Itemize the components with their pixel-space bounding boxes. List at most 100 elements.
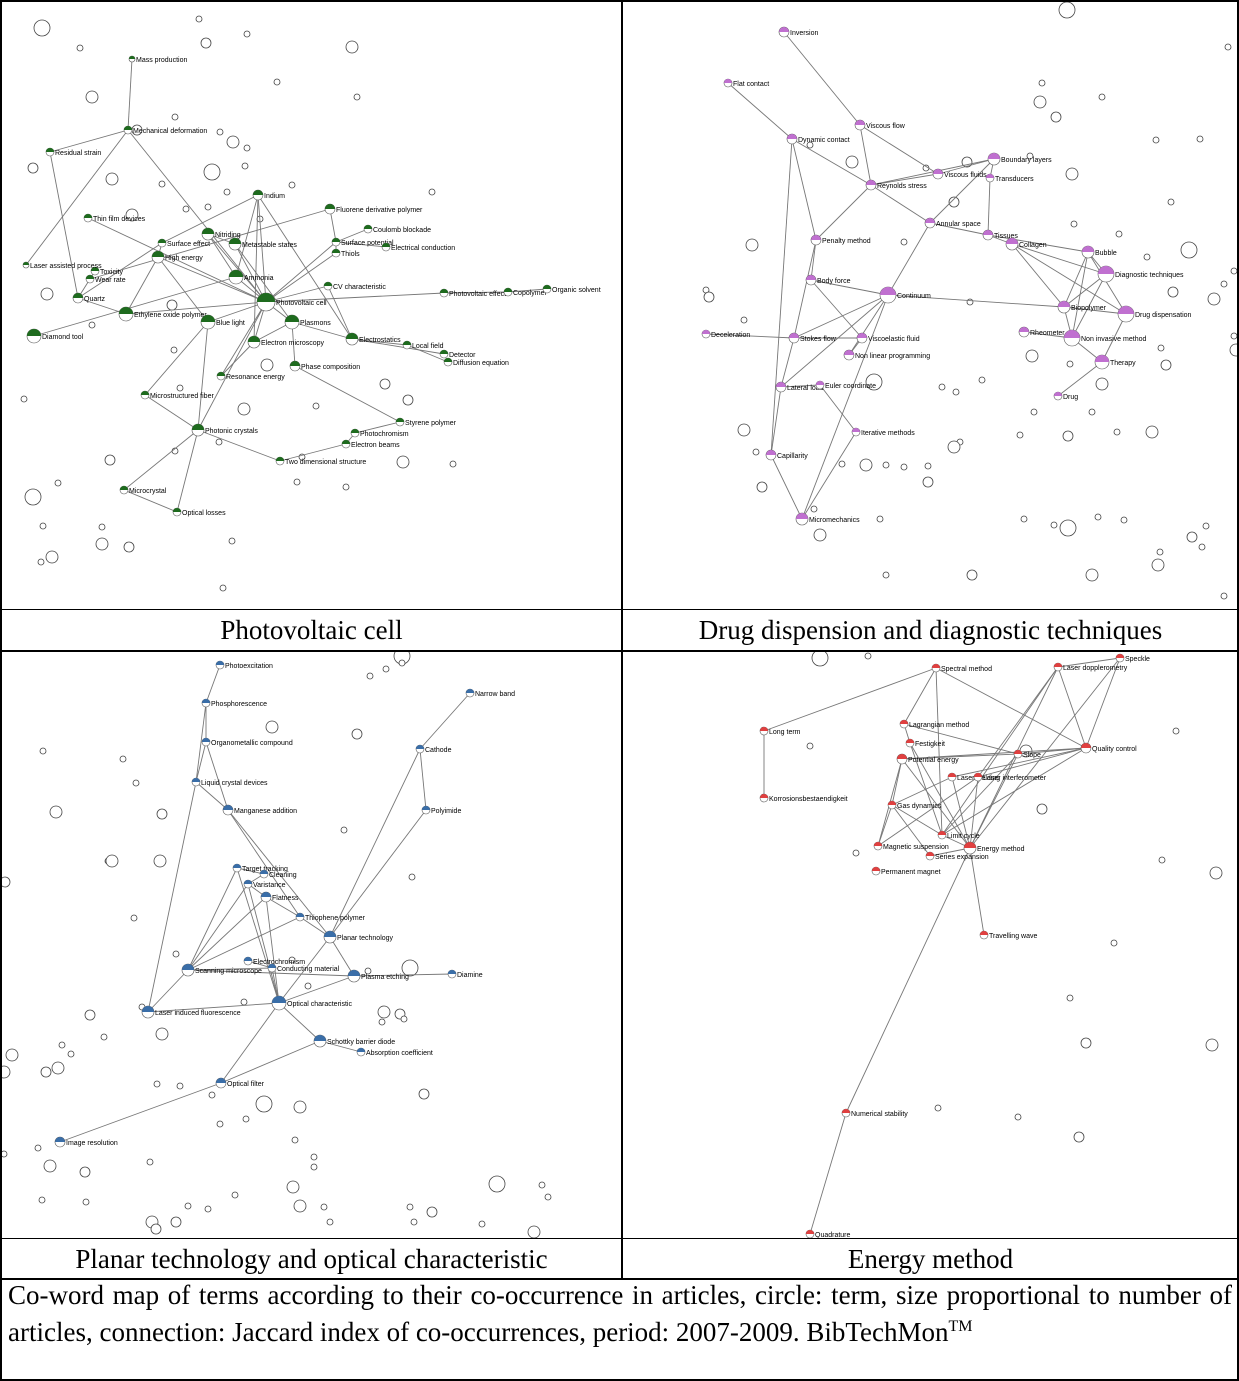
co-occurrence-edge <box>125 301 267 315</box>
term-label: Copolymer <box>513 290 548 297</box>
isolated-term-circle <box>88 321 96 329</box>
isolated-term-circle <box>1066 360 1074 368</box>
co-occurrence-edge <box>195 781 229 811</box>
isolated-term-circle <box>810 505 818 513</box>
isolated-term-circle <box>408 873 416 881</box>
co-occurrence-edge <box>278 1002 321 1042</box>
term-node: Organometallic compound <box>201 737 293 747</box>
co-occurrence-edge <box>33 276 237 337</box>
co-occurrence-edge <box>187 969 355 977</box>
co-occurrence-edge <box>49 129 129 153</box>
co-occurrence-edge <box>253 194 259 343</box>
term-node: Quadrature <box>805 1229 851 1238</box>
isolated-term-circle <box>288 181 296 189</box>
co-occurrence-edge <box>265 241 337 303</box>
term-node: Non invasive method <box>1063 329 1146 347</box>
term-node: Limit cycle <box>937 830 980 840</box>
term-node: Potential energy <box>896 753 959 765</box>
co-occurrence-edge <box>1057 361 1103 397</box>
term-label: Slope <box>1023 752 1041 759</box>
co-occurrence-edge <box>929 222 989 236</box>
term-label: Tissues <box>994 233 1018 240</box>
isolated-term-circle <box>320 1203 328 1211</box>
term-label: Spectral method <box>941 666 992 673</box>
co-occurrence-edge <box>901 758 971 849</box>
isolated-term-circle <box>153 1080 161 1088</box>
term-label: Fluorene derivative polymer <box>336 207 423 214</box>
isolated-term-circle <box>40 287 54 301</box>
co-occurrence-edge <box>848 294 889 356</box>
co-occurrence-edge <box>265 896 301 918</box>
term-node: Coulomb blockade <box>363 224 431 234</box>
isolated-term-circle <box>1050 521 1058 529</box>
term-node: Viscoelastic fluid <box>856 332 920 344</box>
isolated-term-circle <box>288 956 296 964</box>
isolated-term-circle <box>882 571 890 579</box>
isolated-term-circle <box>900 238 908 246</box>
co-occurrence-edge <box>329 809 427 938</box>
term-label: Phosphorescence <box>211 701 267 708</box>
term-node: Nitriding <box>201 227 241 241</box>
network-energy-method: Speckle Spectral method Laser dopplerometr… <box>759 652 1223 1238</box>
isolated-term-circle <box>538 1181 546 1189</box>
co-occurrence-edge <box>25 129 129 266</box>
isolated-term-circle <box>176 1082 184 1090</box>
term-label: Electrostatics <box>359 337 401 344</box>
term-label: Continuum <box>897 293 931 300</box>
isolated-term-circle <box>95 537 109 551</box>
term-node: Non linear programming <box>843 349 930 361</box>
co-occurrence-edge <box>278 936 331 1004</box>
co-occurrence-edge <box>819 384 857 433</box>
term-label: Cathode <box>425 747 452 754</box>
term-label: Optical characteristic <box>287 1001 352 1008</box>
term-node: Electron beams <box>341 439 400 449</box>
isolated-term-circle <box>98 523 106 531</box>
term-node: Numerical stability <box>841 1108 908 1118</box>
isolated-term-circle <box>876 515 884 523</box>
term-label: Blue light <box>216 320 245 327</box>
isolated-term-circle <box>326 1218 334 1226</box>
term-node: Micromechanics <box>795 512 860 526</box>
term-node: Thiols <box>331 248 360 258</box>
term-label: Varistance <box>253 882 286 889</box>
co-occurrence-edge <box>265 896 280 1004</box>
term-node: Capillarity <box>765 449 808 461</box>
isolated-term-circle <box>1020 515 1028 523</box>
isolated-term-circle <box>237 402 251 416</box>
co-occurrence-edge <box>176 429 199 513</box>
isolated-term-circle <box>216 128 224 136</box>
isolated-term-circle <box>396 455 410 469</box>
term-label: Wear rate <box>95 277 126 284</box>
co-occurrence-edge <box>319 1040 362 1053</box>
term-label: Non invasive method <box>1081 336 1146 343</box>
co-occurrence-edge <box>969 847 985 936</box>
term-label: Reynolds stress <box>877 183 927 190</box>
term-node: Surface potential <box>331 237 394 247</box>
co-occurrence-edge <box>291 321 296 367</box>
isolated-term-circle <box>34 1144 42 1152</box>
term-node: Cleaning <box>259 869 297 879</box>
isolated-term-circle <box>952 388 960 396</box>
isolated-term-circle <box>1205 1038 1219 1052</box>
isolated-term-circle <box>260 358 274 372</box>
isolated-term-circle <box>79 1166 91 1178</box>
term-label: Nitriding <box>215 232 241 239</box>
co-occurrence-edge <box>197 321 209 431</box>
table-border-left <box>0 0 2 1381</box>
term-node: Blue light <box>200 314 245 330</box>
isolated-term-circle <box>756 481 768 493</box>
term-node: Plasmons <box>284 314 331 330</box>
isolated-term-circle <box>125 208 139 222</box>
isolated-term-circle <box>382 665 390 673</box>
term-node: Conducting material <box>267 963 340 973</box>
footnote-text: Co-word map of terms according to their … <box>8 1280 1232 1347</box>
isolated-term-circle <box>1059 519 1077 537</box>
isolated-term-circle <box>293 478 301 486</box>
co-occurrence-edge <box>1057 657 1121 668</box>
term-node: Fluorene derivative polymer <box>324 203 423 215</box>
term-label: Stokes flow <box>800 336 837 343</box>
co-occurrence-edge <box>187 896 267 971</box>
term-node: Diamine <box>447 969 483 979</box>
isolated-term-circle <box>27 162 39 174</box>
co-occurrence-edge <box>1087 251 1127 315</box>
